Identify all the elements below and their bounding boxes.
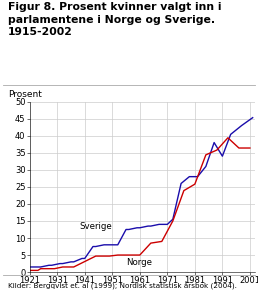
Text: Kilder: Bergqvist et. al (1999); Nordisk statistisk årsbok (2004).: Kilder: Bergqvist et. al (1999); Nordisk… (8, 282, 237, 290)
Text: Norge: Norge (126, 258, 152, 267)
Text: Prosent: Prosent (8, 90, 42, 99)
Text: Figur 8. Prosent kvinner valgt inn i
parlamentene i Norge og Sverige.
1915-2002: Figur 8. Prosent kvinner valgt inn i par… (8, 2, 221, 37)
Text: Sverige: Sverige (79, 222, 112, 231)
